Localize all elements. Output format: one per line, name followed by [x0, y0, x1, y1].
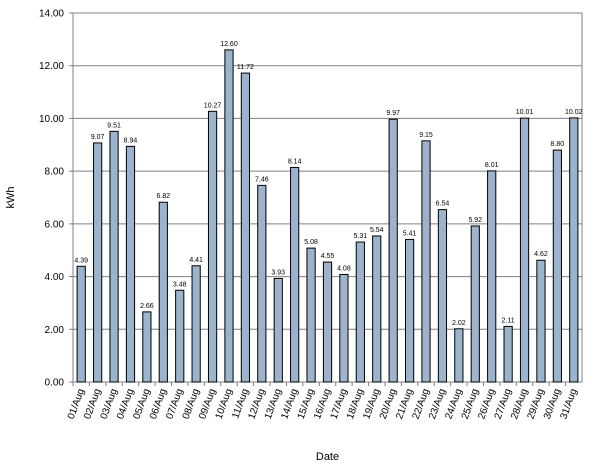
bar — [142, 311, 152, 383]
data-label: 3.93 — [271, 269, 285, 276]
y-tick-label: 12.00 — [39, 61, 64, 72]
y-axis-title: kWh — [5, 187, 17, 209]
bar — [290, 166, 300, 383]
data-label: 5.08 — [304, 239, 318, 246]
bar — [306, 247, 316, 383]
bar — [454, 328, 464, 383]
x-axis-ticks: 01/Aug02/Aug03/Aug04/Aug05/Aug06/Aug07/A… — [66, 382, 580, 421]
bar — [487, 170, 497, 383]
data-label: 3.48 — [173, 281, 187, 288]
data-label: 8.80 — [551, 141, 565, 148]
bar — [207, 110, 218, 383]
bar — [76, 265, 86, 383]
bar — [437, 209, 448, 383]
bar — [273, 277, 283, 383]
data-label: 8.01 — [485, 162, 499, 169]
bar — [93, 142, 103, 383]
bar — [372, 235, 382, 383]
data-label: 2.11 — [502, 317, 515, 324]
bar — [421, 140, 431, 383]
bar — [158, 201, 168, 383]
data-label: 2.66 — [140, 303, 154, 310]
data-label: 2.02 — [452, 320, 466, 327]
y-tick-label: 0.00 — [45, 378, 65, 389]
data-label: 11.72 — [237, 64, 254, 71]
y-tick-label: 4.00 — [45, 272, 65, 283]
bar — [240, 72, 251, 383]
bar — [355, 241, 365, 383]
bar — [569, 117, 579, 383]
data-label: 6.54 — [436, 201, 450, 208]
data-label: 9.97 — [386, 110, 400, 117]
bar — [503, 325, 513, 383]
data-label: 9.07 — [91, 134, 105, 141]
bar — [404, 238, 415, 383]
bar — [125, 145, 136, 383]
y-axis-ticks: 0.00 2.00 4.00 6.00 8.00 10.00 12.00 14.00 — [39, 9, 73, 389]
data-label: 4.55 — [321, 253, 335, 260]
data-label: 4.62 — [534, 251, 548, 258]
y-tick-label: 10.00 — [39, 114, 64, 125]
bar — [109, 130, 119, 383]
y-tick-label: 6.00 — [45, 219, 65, 230]
data-label: 4.08 — [337, 265, 351, 272]
data-label: 5.31 — [354, 233, 368, 240]
bar — [519, 117, 530, 383]
x-axis-title: Date — [316, 451, 339, 463]
bar — [470, 225, 480, 383]
data-label: 6.82 — [156, 193, 170, 200]
data-label: 5.54 — [370, 227, 384, 234]
data-label: 10.01 — [516, 109, 534, 116]
data-label: 12.60 — [220, 41, 238, 48]
data-label: 8.94 — [124, 137, 138, 144]
bar — [224, 49, 234, 383]
data-labels: 4.39 9.079.51 8.94 2.66 6.82 3.48 4.41 10.27 12.… — [74, 41, 582, 327]
data-label: 5.92 — [468, 217, 482, 224]
y-tick-label: 2.00 — [45, 325, 65, 336]
bar — [388, 118, 398, 383]
bar — [257, 184, 267, 383]
bar — [322, 261, 333, 383]
bar — [552, 149, 562, 383]
data-label: 9.15 — [419, 132, 433, 139]
data-label: 8.14 — [288, 158, 302, 165]
data-label: 4.39 — [74, 257, 88, 264]
bar — [191, 265, 201, 383]
data-label: 10.02 — [565, 109, 583, 116]
y-tick-label: 8.00 — [45, 167, 65, 178]
bar — [339, 273, 349, 383]
bar — [536, 259, 546, 383]
data-label: 5.41 — [403, 230, 417, 237]
data-label: 9.51 — [107, 122, 121, 129]
bar — [175, 289, 185, 383]
bars — [76, 49, 579, 383]
data-label: 4.41 — [189, 257, 203, 264]
data-label: 7.46 — [255, 176, 269, 183]
data-label: 10.27 — [204, 102, 222, 109]
y-tick-label: 14.00 — [39, 9, 64, 20]
